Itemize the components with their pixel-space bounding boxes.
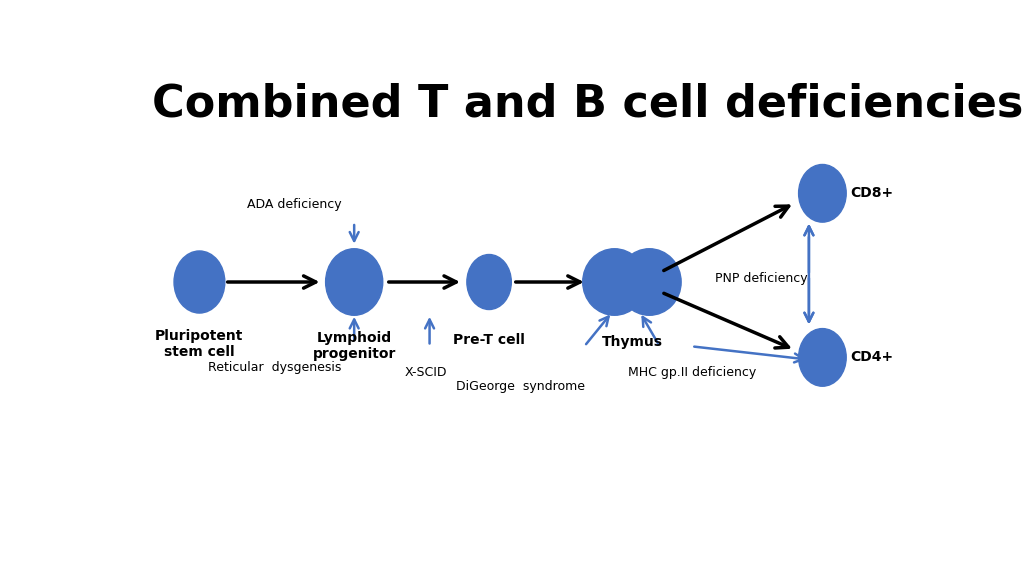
Text: DiGeorge  syndrome: DiGeorge syndrome [457, 380, 586, 393]
Text: Pluripotent
stem cell: Pluripotent stem cell [156, 329, 244, 359]
Ellipse shape [583, 249, 646, 315]
Ellipse shape [467, 255, 511, 309]
Ellipse shape [799, 328, 846, 386]
Ellipse shape [174, 251, 225, 313]
Text: Lymphoid
progenitor: Lymphoid progenitor [312, 331, 396, 361]
Text: CD4+: CD4+ [850, 350, 893, 365]
Ellipse shape [326, 249, 383, 315]
Ellipse shape [617, 249, 681, 315]
Ellipse shape [799, 165, 846, 222]
Text: ADA deficiency: ADA deficiency [248, 198, 342, 211]
Text: MHC gp.II deficiency: MHC gp.II deficiency [628, 366, 756, 380]
Text: Reticular  dysgenesis: Reticular dysgenesis [208, 361, 341, 374]
Text: Pre-T cell: Pre-T cell [454, 333, 525, 347]
Text: X-SCID: X-SCID [404, 366, 446, 380]
Text: PNP deficiency: PNP deficiency [715, 272, 808, 285]
Text: Thymus: Thymus [601, 335, 663, 349]
Text: Combined T and B cell deficiencies: Combined T and B cell deficiencies [152, 82, 1023, 126]
Text: CD8+: CD8+ [850, 186, 893, 200]
